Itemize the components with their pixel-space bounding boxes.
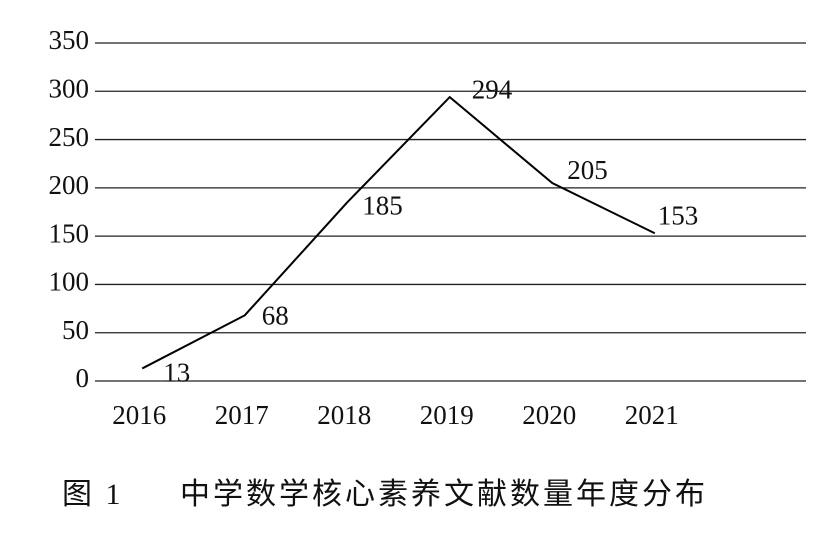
data-label: 68 [262, 301, 289, 331]
x-tick-label: 2020 [522, 400, 576, 430]
y-tick-label: 300 [49, 73, 90, 103]
data-label: 294 [472, 74, 513, 104]
x-tick-label: 2017 [215, 400, 269, 430]
x-tick-label: 2018 [317, 400, 371, 430]
y-tick-label: 150 [49, 218, 90, 248]
data-label: 205 [567, 155, 608, 185]
data-label: 185 [362, 191, 403, 221]
y-tick-label: 100 [49, 267, 90, 297]
data-label: 13 [163, 358, 190, 388]
y-tick-label: 200 [49, 170, 90, 200]
chart-title: 中学数学核心素养文献数量年度分布 [180, 478, 708, 511]
x-tick-label: 2019 [420, 400, 474, 430]
x-tick-label: 2021 [625, 400, 679, 430]
y-tick-label: 0 [76, 363, 90, 393]
x-tick-label: 2016 [112, 400, 166, 430]
y-tick-label: 250 [49, 122, 90, 152]
line [141, 95, 656, 370]
data-label: 153 [658, 200, 699, 230]
y-tick-label: 350 [49, 25, 90, 55]
y-tick-label: 50 [62, 315, 89, 345]
figure-label: 图 1 [62, 478, 124, 511]
